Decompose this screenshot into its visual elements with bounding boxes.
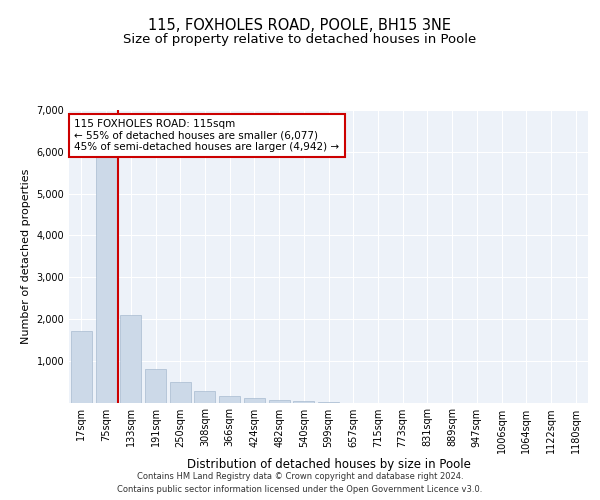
Bar	[244, 398, 265, 402]
Bar	[194, 391, 215, 402]
Bar	[120, 315, 141, 402]
Bar	[145, 369, 166, 402]
Bar	[269, 400, 290, 402]
Text: Size of property relative to detached houses in Poole: Size of property relative to detached ho…	[124, 32, 476, 46]
Text: 115 FOXHOLES ROAD: 115sqm
← 55% of detached houses are smaller (6,077)
45% of se: 115 FOXHOLES ROAD: 115sqm ← 55% of detac…	[74, 119, 340, 152]
Bar	[219, 396, 240, 402]
Bar	[170, 382, 191, 402]
X-axis label: Distribution of detached houses by size in Poole: Distribution of detached houses by size …	[187, 458, 470, 471]
Text: 115, FOXHOLES ROAD, POOLE, BH15 3NE: 115, FOXHOLES ROAD, POOLE, BH15 3NE	[149, 18, 452, 32]
Bar	[71, 332, 92, 402]
Bar	[95, 156, 116, 402]
Bar	[293, 401, 314, 402]
Y-axis label: Number of detached properties: Number of detached properties	[21, 168, 31, 344]
Text: Contains HM Land Registry data © Crown copyright and database right 2024.
Contai: Contains HM Land Registry data © Crown c…	[118, 472, 482, 494]
